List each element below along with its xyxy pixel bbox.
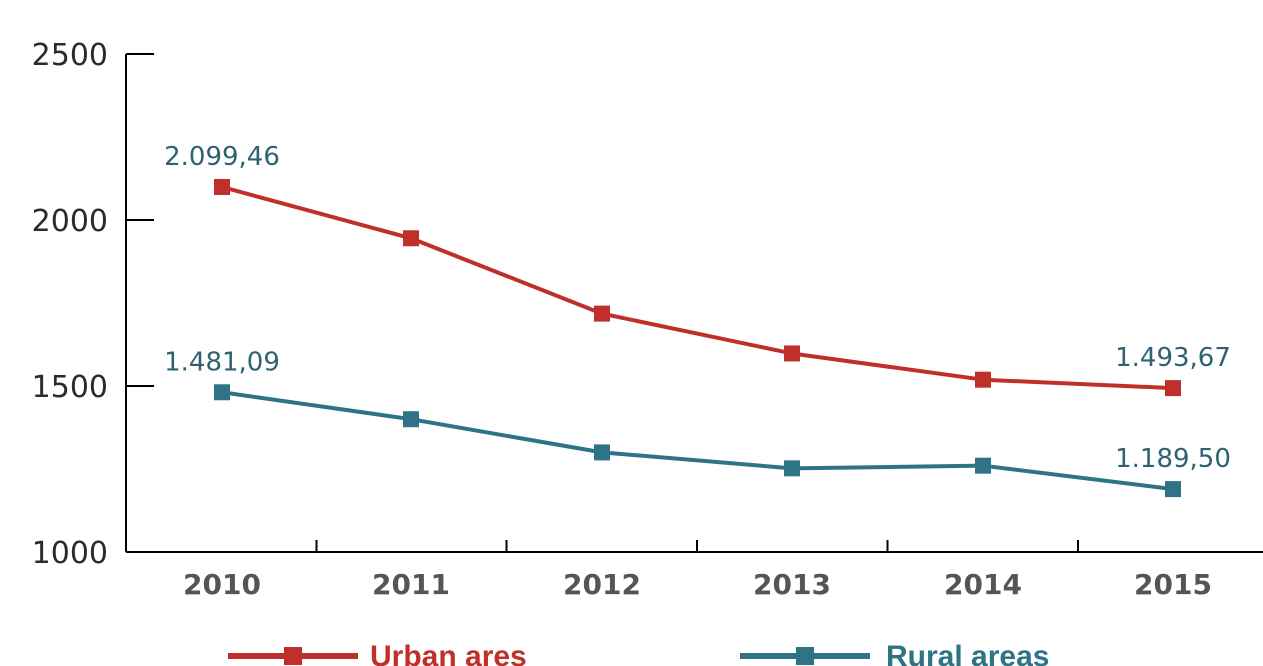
legend-swatch-marker <box>284 647 302 665</box>
series-rural <box>214 384 1181 498</box>
y-tick-label: 2000 <box>32 204 108 239</box>
data-point-marker <box>784 345 800 362</box>
x-tick-label: 2010 <box>183 568 261 601</box>
y-tick-label: 1500 <box>32 370 108 405</box>
data-point-marker <box>594 444 610 461</box>
data-point-marker <box>403 230 419 247</box>
legend: Urban ares Rural areas <box>228 640 1049 666</box>
data-point-marker <box>214 384 230 401</box>
data-label: 2.099,46 <box>164 142 280 172</box>
data-labels: 2.099,46 1.493,67 1.481,09 1.189,50 <box>164 142 1231 474</box>
x-tick-label: 2014 <box>944 568 1022 601</box>
legend-item-urban: Urban ares <box>228 640 527 666</box>
data-label: 1.481,09 <box>164 347 280 377</box>
data-label: 1.189,50 <box>1115 444 1231 474</box>
data-point-marker <box>214 178 230 195</box>
data-point-marker <box>1165 380 1181 397</box>
data-label: 1.493,67 <box>1115 343 1231 373</box>
data-point-marker <box>594 305 610 322</box>
series-urban <box>214 178 1181 397</box>
series-layer <box>214 178 1181 498</box>
x-tick-label: 2015 <box>1134 568 1212 601</box>
y-tick-label: 2500 <box>32 38 108 73</box>
x-tick-label: 2011 <box>372 568 450 601</box>
data-point-marker <box>1165 481 1181 498</box>
y-tick-label: 1000 <box>32 536 108 571</box>
data-point-marker <box>975 371 991 388</box>
x-tick-label: 2013 <box>753 568 831 601</box>
legend-item-rural: Rural areas <box>740 640 1049 666</box>
legend-label: Rural areas <box>886 640 1049 666</box>
data-point-marker <box>975 457 991 474</box>
legend-swatch-marker <box>796 647 814 665</box>
legend-label: Urban ares <box>370 640 527 666</box>
x-axis-ticks: 2010 2011 2012 2013 2014 2015 <box>183 540 1212 601</box>
y-axis-ticks: 1000 1500 2000 2500 <box>32 38 154 571</box>
data-point-marker <box>403 411 419 428</box>
series-line <box>221 185 1174 391</box>
x-tick-label: 2012 <box>563 568 641 601</box>
series-line <box>221 390 1174 492</box>
data-point-marker <box>784 460 800 477</box>
